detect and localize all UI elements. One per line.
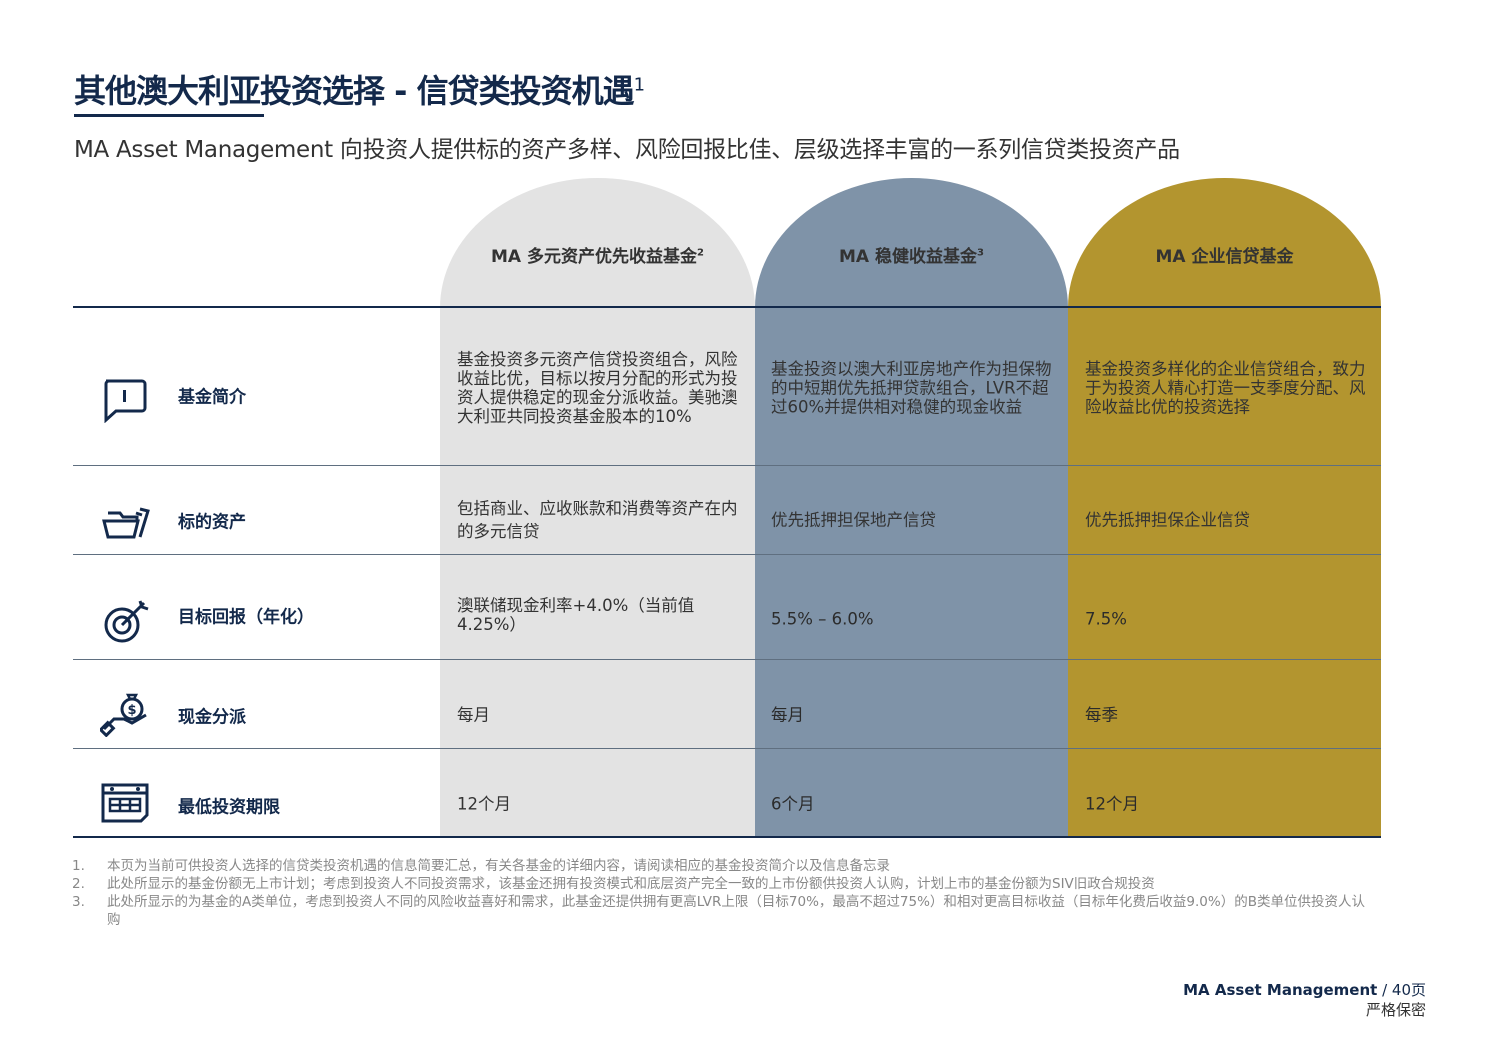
table-bottom-border xyxy=(73,836,1381,838)
column-header: MA 企业信贷基金 xyxy=(1068,242,1381,267)
target-icon xyxy=(104,600,149,643)
cell: 基金投资以澳大利亚房地产作为担保物的中短期优先抵押贷款组合，LVR不超过60%并… xyxy=(771,359,1052,417)
row-divider xyxy=(73,748,1381,749)
row-label: 基金简介 xyxy=(178,387,246,408)
calendar-icon xyxy=(101,783,149,823)
row-label: 现金分派 xyxy=(178,707,246,728)
column-bg-stable-income xyxy=(755,178,1068,837)
title-footnote: 1 xyxy=(633,74,645,96)
footnote-ref: 3 xyxy=(977,247,984,259)
column-name: MA 稳健收益基金 xyxy=(839,247,978,267)
footnote: 2. 此处所显示的基金份额无上市计划；考虑到投资人不同投资需求，该基金还拥有投资模… xyxy=(72,875,1377,893)
page-footer: MA Asset Management / 40页 严格保密 xyxy=(1183,980,1426,1020)
subtitle: MA Asset Management 向投资人提供标的资产多样、风险回报比佳、… xyxy=(74,137,1180,163)
cell: 基金投资多元资产信贷投资组合，风险收益比优，目标以按月分配的形式为投资人提供稳定… xyxy=(457,350,738,426)
column-name: MA 企业信贷基金 xyxy=(1155,247,1294,267)
cell: 包括商业、应收账款和消费等资产在内的多元信贷 xyxy=(457,499,738,541)
footnote-text: 此处所显示的基金份额无上市计划；考虑到投资人不同投资需求，该基金还拥有投资模式和… xyxy=(107,876,1155,892)
row-label: 目标回报（年化） xyxy=(178,607,314,628)
cell: 6个月 xyxy=(771,794,815,814)
footnote-number: 3. xyxy=(72,894,85,910)
column-name: MA 多元资产优先收益基金 xyxy=(491,247,698,267)
footnote: 1. 本页为当前可供投资人选择的信贷类投资机遇的信息简要汇总，有关各基金的详细内容… xyxy=(72,857,1377,875)
cell: 优先抵押担保地产信贷 xyxy=(771,510,936,530)
cell: 优先抵押担保企业信贷 xyxy=(1085,510,1250,530)
cell: 基金投资多样化的企业信贷组合，致力于为投资人精心打造一支季度分配、风险收益比优的… xyxy=(1085,359,1366,417)
row-divider xyxy=(73,659,1381,660)
cell: 12个月 xyxy=(457,794,511,814)
folder-icon xyxy=(102,507,150,539)
footnote-number: 1. xyxy=(72,858,85,874)
column-header: MA 稳健收益基金3 xyxy=(755,242,1068,267)
footnote-text: 此处所显示的为基金的A类单位，考虑到投资人不同的风险收益喜好和需求，此基金还提供… xyxy=(107,894,1365,928)
page-number: / 40页 xyxy=(1377,981,1426,999)
cell: 每月 xyxy=(771,705,804,725)
column-header: MA 多元资产优先收益基金2 xyxy=(440,242,755,267)
column-bg-corporate-credit xyxy=(1068,178,1381,837)
cell: 12个月 xyxy=(1085,794,1139,814)
footnote-ref: 2 xyxy=(697,247,704,259)
column-bg-multi-asset xyxy=(440,178,755,837)
row-divider xyxy=(73,465,1381,466)
title-text: 其他澳大利亚投资选择 - 信贷类投资机遇 xyxy=(74,72,635,110)
header-divider xyxy=(73,306,1381,308)
footer-company: MA Asset Management xyxy=(1183,981,1378,999)
title-underline xyxy=(74,114,264,117)
cell: 每季 xyxy=(1085,705,1118,725)
cell: 7.5% xyxy=(1085,609,1127,629)
page-title: 其他澳大利亚投资选择 - 信贷类投资机遇1 xyxy=(74,66,645,112)
row-label: 最低投资期限 xyxy=(178,797,280,818)
svg-text:$: $ xyxy=(127,703,136,718)
footnote-text: 本页为当前可供投资人选择的信贷类投资机遇的信息简要汇总，有关各基金的详细内容，请… xyxy=(107,858,890,874)
footnote-number: 2. xyxy=(72,876,85,892)
row-divider xyxy=(73,554,1381,555)
footnotes: 1. 本页为当前可供投资人选择的信贷类投资机遇的信息简要汇总，有关各基金的详细内容… xyxy=(72,857,1377,929)
footnote: 3. 此处所显示的为基金的A类单位，考虑到投资人不同的风险收益喜好和需求，此基金还… xyxy=(72,893,1377,929)
money-bag-hand-icon: $ xyxy=(100,693,147,737)
confidentiality-label: 严格保密 xyxy=(1365,1001,1426,1019)
cell: 澳联储现金利率+4.0%（当前值4.25%） xyxy=(457,596,695,634)
info-speech-bubble-icon xyxy=(104,379,147,423)
cell: 5.5% – 6.0% xyxy=(771,609,874,629)
row-label: 标的资产 xyxy=(178,512,246,533)
cell: 每月 xyxy=(457,705,490,725)
